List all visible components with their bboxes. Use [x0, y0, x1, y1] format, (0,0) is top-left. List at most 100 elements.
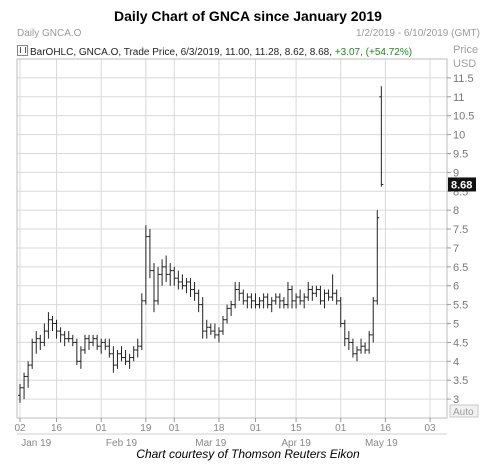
- ohlc-bar: [131, 346, 136, 362]
- ohlc-bar: [176, 270, 181, 290]
- ohlc-bar: [184, 278, 189, 294]
- ohlc-bar: [241, 289, 246, 305]
- ohlc-bars: [18, 86, 384, 403]
- y-tick-label: 3: [453, 394, 459, 406]
- ohlc-bar: [95, 334, 100, 350]
- ohlc-bar: [196, 289, 201, 313]
- y-tick-label: 4: [453, 356, 459, 368]
- ohlc-bar: [342, 319, 347, 347]
- ohlc-bar: [212, 323, 217, 339]
- ohlc-bar: [302, 293, 307, 309]
- y-tick-label: 3.5: [453, 375, 468, 387]
- ohlc-bar: [367, 331, 372, 354]
- ohlc-bar: [58, 327, 63, 343]
- month-label: Mar 19: [195, 438, 227, 449]
- ohlc-bar: [26, 361, 31, 388]
- ohlc-bar: [139, 293, 144, 350]
- month-label: Feb 19: [106, 438, 138, 449]
- ohlc-bar: [82, 334, 87, 354]
- y-tick-label: 5.5: [453, 300, 468, 312]
- ohlc-bar: [62, 331, 67, 347]
- ohlc-bar: [151, 263, 156, 313]
- ohlc-bar: [229, 300, 234, 316]
- plot-frame: [16, 58, 448, 419]
- y-tick-label: 6.5: [453, 262, 468, 274]
- ohlc-bar: [334, 289, 339, 305]
- last-price-bg: [448, 177, 476, 192]
- ohlc-bar: [168, 263, 173, 286]
- legend-text: BarOHLC, GNCA.O, Trade Price, 6/3/2019, …: [30, 47, 333, 58]
- y-axis-unit: USD: [453, 58, 476, 70]
- x-tick-label: 01: [169, 423, 181, 434]
- ohlc-bar: [188, 278, 193, 298]
- y-tick-label: 8: [453, 205, 459, 217]
- y-tick-label: 7.5: [453, 224, 468, 236]
- chart-grid: [17, 59, 447, 418]
- ohlc-bar: [119, 346, 124, 362]
- ohlc-bar: [216, 327, 221, 343]
- y-tick-label: 9: [453, 167, 459, 179]
- ohlc-bar: [281, 297, 286, 309]
- ohlc-bar: [298, 289, 303, 305]
- last-price-label: 8.68: [451, 179, 472, 191]
- ohlc-bar: [375, 210, 380, 305]
- ohlc-bar-icon: [17, 45, 28, 56]
- y-tick-label: 11: [453, 92, 464, 104]
- ohlc-bar: [306, 281, 311, 301]
- ohlc-bar: [314, 285, 319, 298]
- auto-scale-button[interactable]: Auto: [449, 404, 479, 418]
- ohlc-bar: [78, 346, 83, 369]
- ohlc-bar: [18, 383, 22, 403]
- legend-change: +3.07, (+54.72%): [334, 47, 413, 58]
- ohlc-bar: [326, 289, 331, 301]
- ohlc-bar: [22, 372, 27, 400]
- ohlc-bar: [54, 319, 59, 339]
- ohlc-bar: [322, 289, 327, 309]
- ohlc-bar: [294, 293, 299, 309]
- y-tick-label: 4.5: [453, 337, 468, 349]
- ohlc-bar: [143, 225, 148, 305]
- x-tick-label: 18: [213, 423, 225, 434]
- ohlc-bar: [245, 293, 250, 309]
- x-tick-label: 15: [291, 423, 303, 434]
- ohlc-bar: [318, 285, 323, 305]
- month-label: Apr 19: [281, 438, 311, 449]
- x-tick-label: 03: [424, 423, 436, 434]
- ohlc-bar: [350, 338, 355, 358]
- ohlc-bar: [204, 319, 209, 339]
- ohlc-bar: [123, 349, 128, 366]
- ohlc-bar: [310, 285, 315, 301]
- ohlc-bar: [127, 353, 132, 369]
- ohlc-bar: [111, 346, 116, 373]
- ohlc-bar: [156, 266, 161, 305]
- y-tick-label: 11.5: [453, 73, 474, 85]
- ohlc-bar: [233, 281, 238, 309]
- ohlc-bar: [379, 86, 384, 187]
- ohlc-bar: [87, 334, 92, 350]
- ohlc-bar: [290, 285, 295, 309]
- x-tick-label: 16: [380, 423, 392, 434]
- ohlc-bar: [74, 338, 79, 366]
- x-tick-label: 19: [140, 423, 152, 434]
- ohlc-bar: [172, 266, 177, 286]
- ohlc-bar: [180, 274, 185, 290]
- ohlc-bar: [269, 297, 274, 313]
- ohlc-bar: [346, 331, 351, 350]
- ohlc-bar: [261, 293, 266, 309]
- ohlc-bar: [249, 293, 254, 309]
- ohlc-bar: [91, 334, 96, 347]
- x-tick-label: 01: [335, 423, 347, 434]
- ohlc-bar: [253, 293, 258, 309]
- auto-button-label: Auto: [453, 407, 474, 418]
- x-tick-label: 02: [14, 423, 26, 434]
- ohlc-bar: [225, 304, 230, 324]
- ohlc-bar: [164, 255, 169, 282]
- y-tick-label: 6: [453, 281, 459, 293]
- ohlc-bar: [273, 293, 278, 305]
- ohlc-bar: [257, 297, 262, 309]
- ohlc-bar: [359, 338, 364, 354]
- x-tick-label: 01: [96, 423, 108, 434]
- ohlc-bar: [99, 338, 104, 354]
